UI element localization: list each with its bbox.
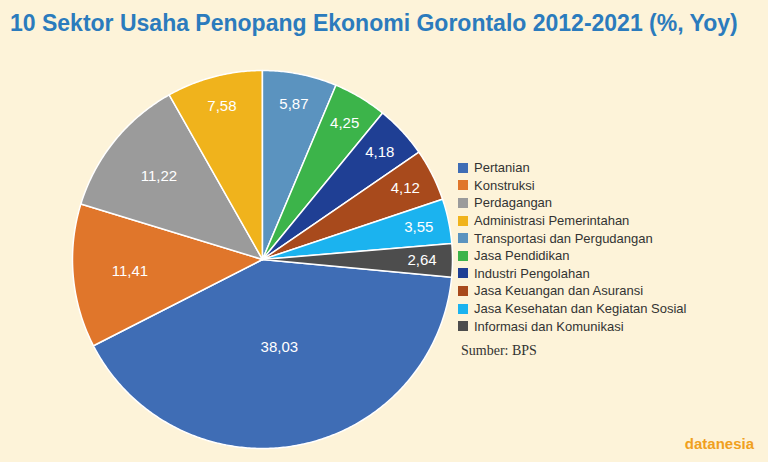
html-text:Konstruksi: Konstruksi: [474, 177, 535, 193]
html-text:Jasa Keuangan dan Asuransi: Jasa Keuangan dan Asuransi: [474, 283, 644, 299]
html-text:Transportasi dan Pergudangan: Transportasi dan Pergudangan: [474, 230, 653, 246]
html-text:Jasa Pendidikan: Jasa Pendidikan: [474, 248, 570, 264]
html-text:Sumber: BPS: Sumber: BPS: [461, 343, 537, 358]
html-text:Industri Pengolahan: Industri Pengolahan: [474, 265, 590, 281]
html-text:Pertanian: Pertanian: [474, 160, 530, 176]
svg-text:4,25: 4,25: [330, 114, 359, 131]
html-text:Jasa Kesehatan dan Kegiatan So: Jasa Kesehatan dan Kegiatan Sosial: [474, 301, 687, 316]
svg-text:7,58: 7,58: [207, 97, 236, 114]
html-text:datanesia: datanesia: [684, 435, 754, 452]
svg-text:38,03: 38,03: [261, 338, 299, 355]
html-text:Informasi dan Komunikasi: Informasi dan Komunikasi: [474, 318, 624, 334]
svg-text:2,64: 2,64: [407, 251, 436, 268]
html-text:Administrasi Pemerintahan: Administrasi Pemerintahan: [474, 213, 630, 229]
svg-text:3,55: 3,55: [404, 218, 433, 235]
svg-text:4,12: 4,12: [391, 179, 420, 196]
svg-text:5,87: 5,87: [279, 95, 308, 112]
html-text:Perdagangan: Perdagangan: [474, 195, 553, 211]
svg-text:11,41: 11,41: [112, 262, 148, 279]
svg-text:4,18: 4,18: [365, 143, 394, 160]
html-text:10 Sektor Usaha Penopang Ekono: 10 Sektor Usaha Penopang Ekonomi Goronta…: [10, 10, 738, 36]
svg-text:11,22: 11,22: [141, 167, 177, 184]
